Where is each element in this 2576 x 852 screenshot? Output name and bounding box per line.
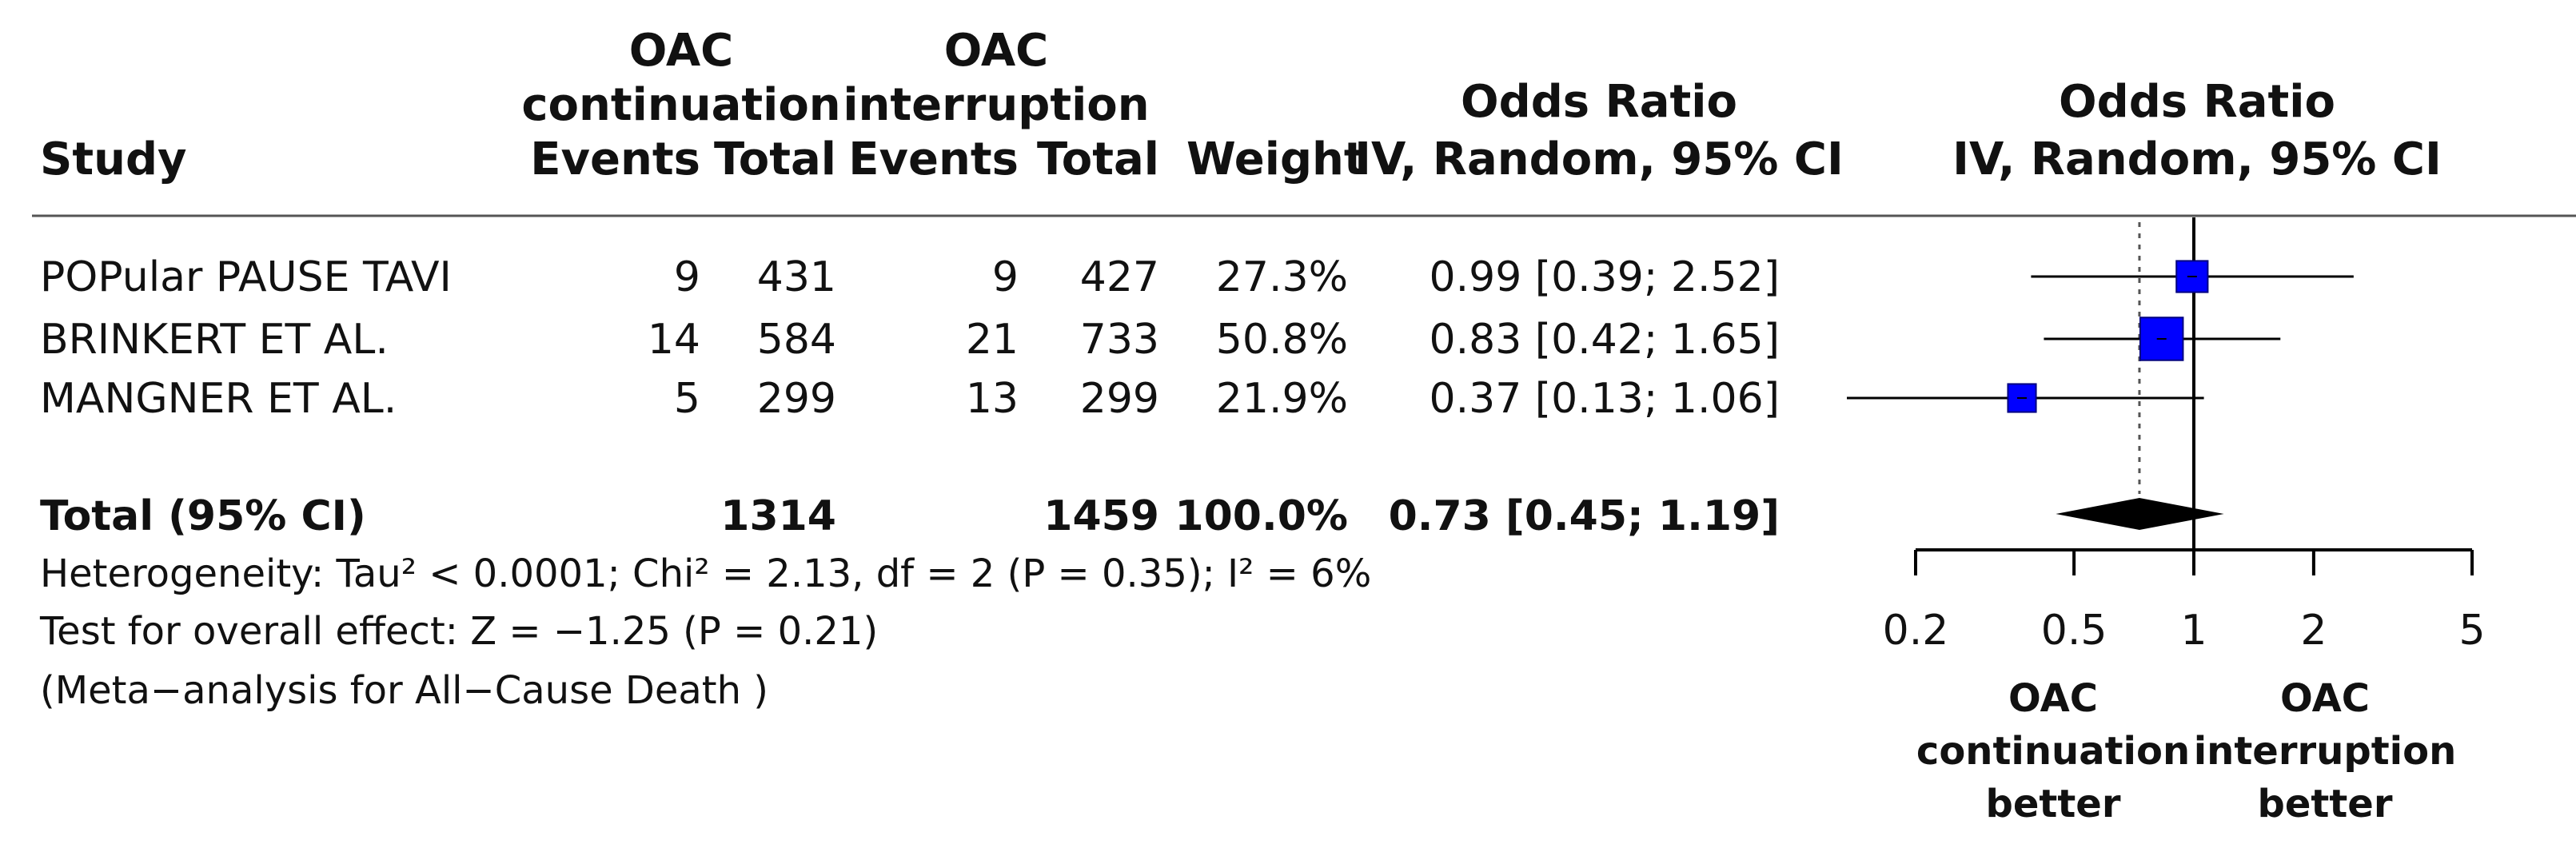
total1-header: Total — [714, 133, 836, 185]
total1-value: 1314 — [720, 492, 836, 540]
right-favour-line3: better — [2257, 782, 2392, 826]
events1-cell: 14 — [648, 316, 700, 364]
weight-cell: 27.3% — [1216, 253, 1348, 301]
events2-cell: 13 — [966, 375, 1019, 423]
events1-header: Events — [530, 133, 700, 185]
plot-header-method: IV, Random, 95% CI — [1952, 133, 2442, 185]
study-row: POPular PAUSE TAVI 9 431 9 427 27.3% 0.99 [0.3… — [40, 253, 1780, 301]
x-axis-ticks: 0.2 0.5 1 2 5 — [1883, 550, 2486, 655]
group1-label-line1: OAC — [629, 25, 734, 77]
left-favour-line1: OAC — [2008, 676, 2098, 721]
study-header: Study — [40, 133, 187, 185]
events2-cell: 9 — [992, 253, 1019, 301]
axis-direction-labels: OAC continuation better OAC interruption… — [1916, 676, 2456, 826]
or-header-method: IV, Random, 95% CI — [1354, 133, 1844, 185]
pooled-diamond — [2056, 498, 2224, 530]
weight-cell: 21.9% — [1216, 375, 1348, 423]
x-tick-label: 0.5 — [2041, 607, 2107, 655]
heterogeneity-text: Heterogeneity: Tau² < 0.0001; Chi² = 2.1… — [40, 551, 1371, 596]
table-header: OAC continuation OAC interruption Odds R… — [40, 25, 2442, 185]
analysis-note: (Meta−analysis for All−Cause Death ) — [40, 668, 768, 713]
ci-text-cell: 0.83 [0.42; 1.65] — [1430, 316, 1780, 364]
ci-text-cell: 0.99 [0.39; 2.52] — [1430, 253, 1780, 301]
overall-effect-text: Test for overall effect: Z = −1.25 (P = … — [39, 609, 878, 654]
total2-cell: 299 — [1080, 375, 1159, 423]
study-row: BRINKERT ET AL. 14 584 21 733 50.8% 0.83 [0.42… — [40, 316, 1780, 364]
group2-label-line2: interruption — [843, 79, 1149, 131]
total1-cell: 584 — [757, 316, 836, 364]
study-name: MANGNER ET AL. — [40, 375, 397, 423]
x-tick-label: 1 — [2180, 607, 2207, 655]
plot-header-title: Odds Ratio — [2059, 76, 2335, 128]
events2-header: Events — [848, 133, 1019, 185]
events1-cell: 5 — [674, 375, 700, 423]
confidence-intervals — [1847, 260, 2354, 413]
right-favour-line2: interruption — [2194, 729, 2457, 774]
total-ci-text: 0.73 [0.45; 1.19] — [1389, 492, 1780, 540]
events1-cell: 9 — [674, 253, 700, 301]
footer-notes: Heterogeneity: Tau² < 0.0001; Chi² = 2.1… — [39, 551, 1371, 713]
study-rows: POPular PAUSE TAVI 9 431 9 427 27.3% 0.99 [0.3… — [40, 253, 1780, 423]
left-favour-line2: continuation — [1916, 729, 2190, 774]
events2-cell: 21 — [966, 316, 1019, 364]
right-favour-line1: OAC — [2280, 676, 2370, 721]
total1-cell: 299 — [757, 375, 836, 423]
total-row: Total (95% CI) 1314 1459 100.0% 0.73 [0.… — [40, 492, 1780, 540]
plot-area: 0.2 0.5 1 2 5 — [1847, 217, 2486, 655]
study-row: MANGNER ET AL. 5 299 13 299 21.9% 0.37 [0.13; … — [40, 375, 1780, 423]
study-name: POPular PAUSE TAVI — [40, 253, 452, 301]
left-favour-line3: better — [1985, 782, 2120, 826]
group1-label-line2: continuation — [521, 79, 840, 131]
x-tick-label: 0.2 — [1883, 607, 1949, 655]
total2-header: Total — [1037, 133, 1159, 185]
total2-cell: 427 — [1080, 253, 1159, 301]
total2-cell: 733 — [1080, 316, 1159, 364]
weight-header: Weight — [1186, 133, 1366, 185]
x-tick-label: 5 — [2458, 607, 2485, 655]
total-label: Total (95% CI) — [40, 492, 366, 540]
group2-label-line1: OAC — [944, 25, 1049, 77]
weight-cell: 50.8% — [1216, 316, 1348, 364]
total-weight-value: 100.0% — [1174, 492, 1348, 540]
total1-cell: 431 — [757, 253, 836, 301]
study-name: BRINKERT ET AL. — [40, 316, 389, 364]
x-tick-label: 2 — [2300, 607, 2327, 655]
ci-text-cell: 0.37 [0.13; 1.06] — [1430, 375, 1780, 423]
or-header-title: Odds Ratio — [1461, 76, 1737, 128]
total2-value: 1459 — [1043, 492, 1159, 540]
